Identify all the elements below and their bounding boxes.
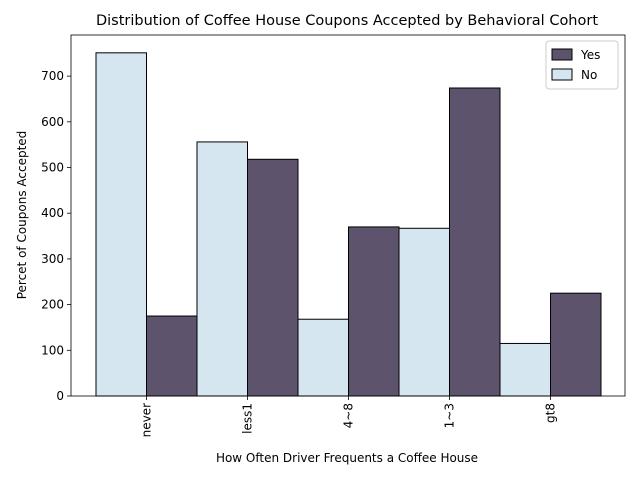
x-tick-label: never [140, 403, 154, 437]
x-tick-label: 1~3 [443, 403, 457, 428]
x-axis-label: How Often Driver Frequents a Coffee Hous… [216, 451, 478, 465]
bar-yes-4~8 [348, 226, 400, 397]
y-tick-label: 100 [41, 343, 64, 357]
plot-area: never less1 4~8 1~3 gt8 0 100 200 300 400 500 600 70… [41, 34, 626, 437]
y-tick-label: 700 [41, 69, 64, 83]
bar-no-gt8 [499, 342, 551, 397]
bar-yes-1~3 [449, 87, 501, 397]
plot-frame [70, 34, 626, 397]
legend-label-no: No [581, 68, 597, 82]
y-tick-label: 500 [41, 161, 64, 175]
legend-label-yes: Yes [580, 48, 600, 62]
y-tick-label: 200 [41, 298, 64, 312]
bar-yes-less1 [247, 158, 299, 397]
x-tick-label: 4~8 [342, 403, 356, 428]
chart-title: Distribution of Coffee House Coupons Acc… [96, 13, 598, 29]
y-tick-label: 400 [41, 206, 64, 220]
y-axis-label: Percet of Coupons Accepted [15, 131, 29, 300]
x-tick-label: gt8 [544, 403, 558, 423]
x-tick-label: less1 [241, 403, 255, 434]
bar-yes-gt8 [550, 292, 602, 397]
bar-no-less1 [196, 141, 248, 397]
legend-swatch-no [551, 68, 573, 81]
y-tick-label: 0 [56, 389, 64, 403]
bar-no-4~8 [297, 318, 349, 397]
bar-no-never [95, 52, 147, 397]
bar-no-1~3 [398, 227, 450, 397]
legend-swatch-yes [551, 48, 573, 61]
legend: Yes No [545, 40, 619, 90]
y-tick-label: 600 [41, 115, 64, 129]
y-tick-label: 300 [41, 252, 64, 266]
bar-yes-never [146, 315, 198, 397]
